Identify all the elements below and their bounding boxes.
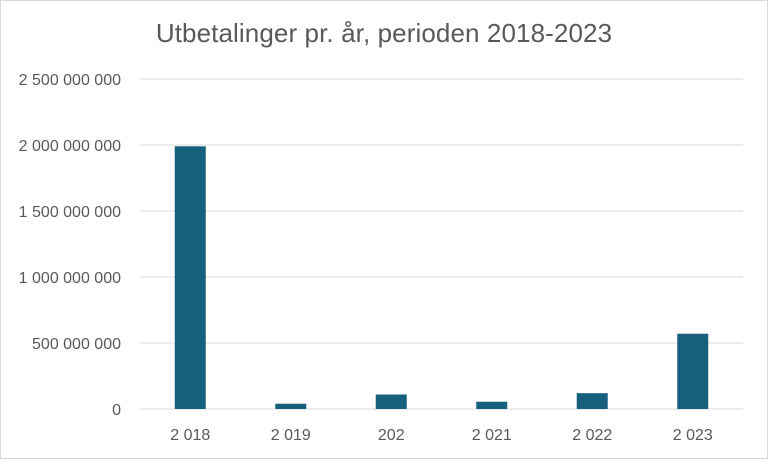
x-tick-label: 2 019	[271, 427, 311, 444]
bar	[174, 146, 206, 409]
y-tick-label: 2 000 000 000	[19, 138, 121, 155]
chart-title: Utbetalinger pr. år, perioden 2018-2023	[155, 18, 613, 48]
x-tick-label: 202	[378, 427, 405, 444]
y-tick-label: 1 000 000 000	[19, 270, 121, 287]
x-tick-label: 2 021	[472, 427, 512, 444]
x-tick-label: 2 022	[572, 427, 612, 444]
bar	[476, 401, 508, 409]
y-tick-label: 2 500 000 000	[19, 72, 121, 89]
y-tick-label: 500 000 000	[32, 336, 121, 353]
bar	[677, 333, 709, 409]
x-tick-label: 2 018	[170, 427, 210, 444]
bar	[275, 403, 307, 409]
x-tick-label: 2 023	[673, 427, 713, 444]
bar	[576, 393, 608, 409]
bar	[375, 394, 407, 409]
y-tick-label: 0	[112, 402, 121, 419]
y-tick-label: 1 500 000 000	[19, 204, 121, 221]
